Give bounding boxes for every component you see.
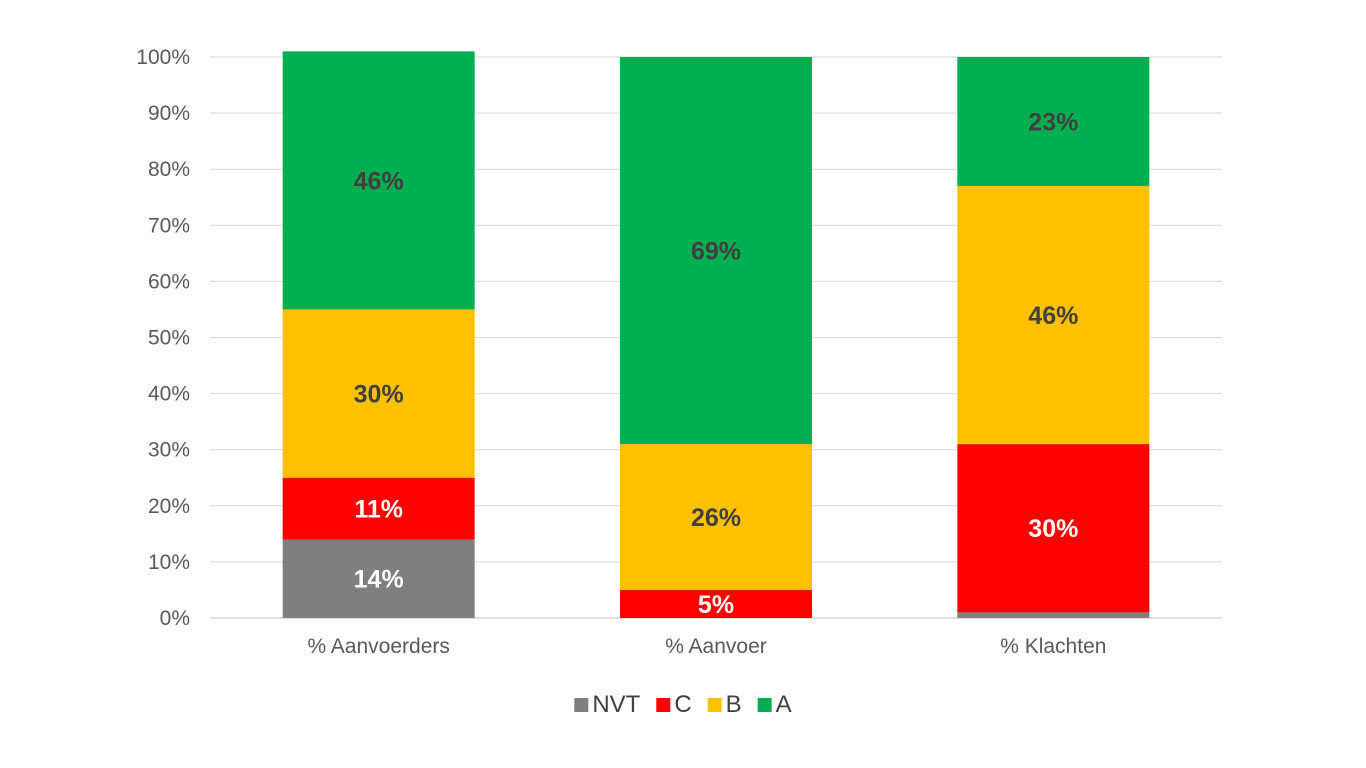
data-label: 30% [1028,515,1078,543]
y-tick-label: 30% [148,439,190,462]
legend-swatch [757,698,772,712]
y-tick-label: 70% [148,214,190,237]
bar-segment-b [282,309,475,478]
y-tick-label: 100% [136,46,190,69]
data-label: 69% [691,238,741,266]
bar-segment-a [282,51,475,310]
legend-item-nvt: NVT [574,691,641,718]
y-tick-label: 80% [148,158,190,181]
data-labels: 14% 11% 30% 46% 5% 26% 69% 30% 46% 23% [354,109,1079,619]
bar-segment-b [620,444,812,590]
x-category-label: % Klachten [1000,635,1106,658]
bar-segment-a [957,57,1150,187]
y-tick-label: 40% [148,383,190,406]
x-category-label: % Aanvoerders [307,635,449,658]
data-label: 30% [354,381,404,409]
legend-item-b: B [707,691,742,718]
y-tick-label: 20% [148,495,190,518]
legend-label: B [726,691,742,718]
y-tick-label: 90% [148,102,190,125]
bar-segment-c [620,589,812,618]
legend-swatch [707,698,722,712]
bar-segment-c [957,444,1150,613]
data-label: 23% [1028,109,1078,137]
data-label: 14% [354,566,404,594]
bar-segment-a [620,57,812,445]
bar-segment-nvt [282,539,475,618]
bar-segment-nvt [957,612,1150,618]
bars [282,51,1150,618]
legend-label: NVT [592,691,640,718]
x-category-label: % Aanvoer [665,635,767,658]
y-axis-ticks: 0% 10% 20% 30% 40% 50% 60% 70% 80% 90% 100% [136,46,190,630]
legend-item-c: C [656,691,692,718]
bar-segment-b [957,186,1150,445]
data-label: 11% [354,496,403,524]
legend-swatch [574,698,589,712]
y-tick-label: 50% [148,327,190,350]
legend-label: A [776,691,792,718]
data-label: 26% [691,504,741,532]
data-label: 5% [698,591,734,619]
legend-item-a: A [757,691,792,718]
y-tick-label: 10% [148,551,190,574]
data-label: 46% [1028,302,1078,330]
y-tick-label: 60% [148,270,190,293]
legend-swatch [656,698,671,712]
legend-label: C [674,691,691,718]
data-label: 46% [354,167,404,195]
bar-segment-c [282,477,475,540]
x-axis-ticks: % Aanvoerders % Aanvoer % Klachten [307,635,1106,658]
y-tick-label: 0% [160,607,190,630]
legend: NVT C B A [574,691,792,718]
